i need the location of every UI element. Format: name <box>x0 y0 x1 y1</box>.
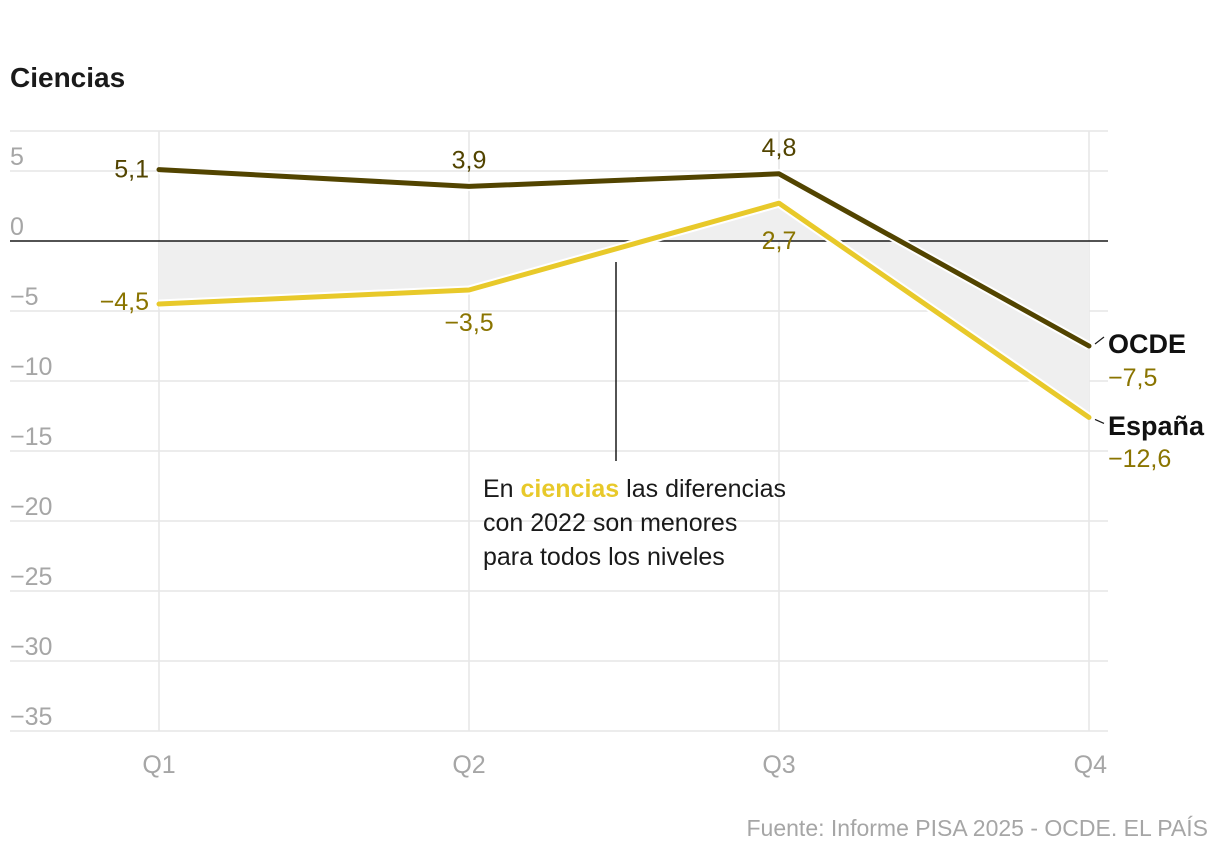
chart-title: Ciencias <box>10 62 125 93</box>
ocde-leader-line <box>1094 336 1105 345</box>
y-tick-label: 5 <box>10 143 24 171</box>
series-line-ocde <box>156 167 1092 349</box>
espana-series-name: España <box>1108 411 1205 441</box>
ocde-series-name: OCDE <box>1108 329 1186 359</box>
annotation-highlight: ciencias <box>521 475 620 503</box>
espana-data-label: 2,7 <box>762 227 797 255</box>
espana-data-label: −4,5 <box>100 288 149 316</box>
x-tick-label: Q2 <box>452 751 485 779</box>
x-tick-label: Q4 <box>1074 751 1107 779</box>
ocde-data-label: 3,9 <box>452 146 487 174</box>
y-tick-label: −5 <box>10 283 39 311</box>
ocde-data-label: 5,1 <box>114 156 149 184</box>
annotation-line-2: con 2022 son menores <box>483 509 737 537</box>
y-tick-label: −35 <box>10 703 52 731</box>
ocde-data-label: 4,8 <box>762 134 797 162</box>
source-note: Fuente: Informe PISA 2025 - OCDE. EL PAÍ… <box>747 815 1209 841</box>
espana-end-value: −12,6 <box>1108 445 1171 473</box>
y-tick-label: −10 <box>10 353 52 381</box>
series-line-espana <box>156 200 1092 420</box>
y-tick-label: −25 <box>10 563 52 591</box>
y-tick-label: −30 <box>10 633 52 661</box>
espana-leader-line <box>1094 418 1105 424</box>
annotation-line-1: En ciencias las diferencias <box>483 475 786 503</box>
espana-data-label: −3,5 <box>444 309 493 337</box>
x-tick-label: Q3 <box>762 751 795 779</box>
annotation-line-3: para todos los niveles <box>483 543 725 571</box>
ocde-end-value: −7,5 <box>1108 364 1157 392</box>
y-tick-label: 0 <box>10 213 24 241</box>
y-tick-label: −20 <box>10 493 52 521</box>
x-tick-label: Q1 <box>142 751 175 779</box>
y-tick-label: −15 <box>10 423 52 451</box>
